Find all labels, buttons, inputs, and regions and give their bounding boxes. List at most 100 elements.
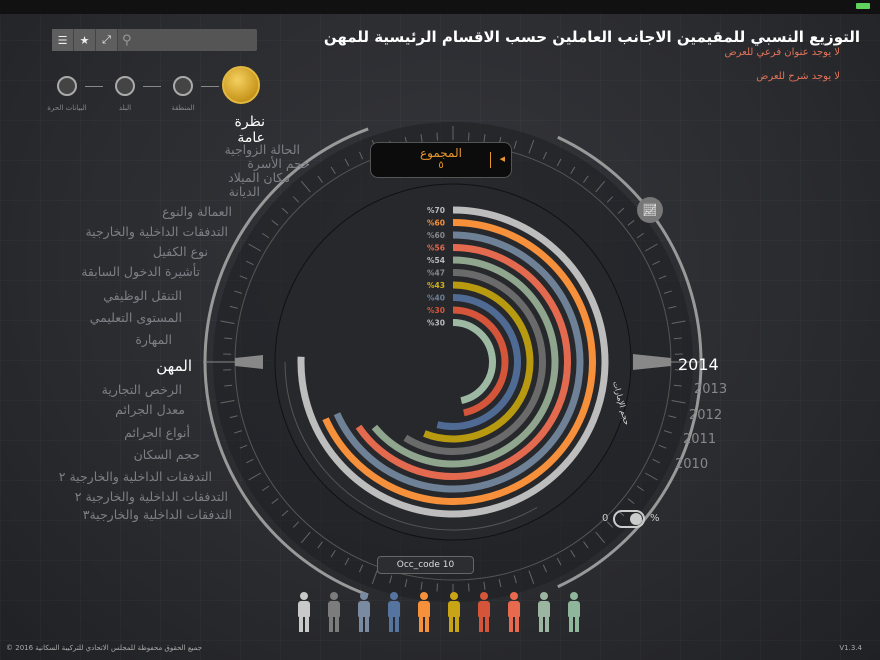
category-item[interactable]: المهن xyxy=(156,357,192,375)
tick xyxy=(271,220,279,226)
tick xyxy=(262,232,270,239)
occupation-person-icon[interactable] xyxy=(297,592,311,632)
breadcrumb-node-region[interactable] xyxy=(173,76,193,96)
legs xyxy=(419,616,429,632)
connector xyxy=(143,86,161,87)
head xyxy=(420,592,428,600)
tick xyxy=(344,557,350,566)
occupation-person-icon[interactable] xyxy=(417,592,431,632)
subtitle: لا يوجد عنوان فرعي للعرض xyxy=(724,47,840,58)
category-item[interactable]: الحالة الزواجية xyxy=(224,142,300,157)
body xyxy=(478,601,490,617)
occupation-person-icon[interactable] xyxy=(477,592,491,632)
breadcrumb: البيانات الحرة البلد المنطقة نظرة عامة xyxy=(47,66,265,146)
toggle-left-label: 0 xyxy=(602,513,609,524)
star-icon[interactable]: ★ xyxy=(74,29,96,51)
tick xyxy=(673,384,682,387)
tick xyxy=(570,550,576,558)
legs xyxy=(509,616,519,632)
tick xyxy=(220,400,235,404)
tick xyxy=(606,521,614,528)
category-item[interactable]: العمالة والنوع xyxy=(162,204,232,219)
occupation-person-icon[interactable] xyxy=(327,592,341,632)
tick xyxy=(239,275,248,280)
tick xyxy=(330,166,336,174)
category-item[interactable]: تأشيرة الدخول السابقة xyxy=(81,264,200,279)
caret-left-icon[interactable]: ◀ xyxy=(499,155,505,163)
legs xyxy=(389,616,399,632)
tick xyxy=(371,570,378,584)
category-item[interactable]: الرخص التجارية xyxy=(101,382,182,397)
category-item[interactable]: التدفقات الداخلية والخارجية٣ xyxy=(82,507,232,522)
battery-icon xyxy=(856,3,870,9)
tick xyxy=(262,485,270,492)
category-item[interactable]: حجم السكان xyxy=(133,447,200,462)
category-item[interactable]: المستوى التعليمي xyxy=(89,310,182,325)
year-item[interactable]: 2013 xyxy=(694,382,728,397)
legs xyxy=(329,616,339,632)
breadcrumb-label: البيانات الحرة xyxy=(47,104,87,112)
category-item[interactable]: الديانة xyxy=(228,184,260,199)
year-item[interactable]: 2012 xyxy=(689,408,723,423)
tick xyxy=(542,564,548,573)
head xyxy=(390,592,398,600)
category-item[interactable]: التدفقات الداخلية والخارجية ٢ xyxy=(58,469,212,484)
breadcrumb-node-free-data[interactable] xyxy=(57,76,77,96)
head xyxy=(330,592,338,600)
category-item[interactable]: أنواع الجرائم xyxy=(124,425,190,440)
category-item[interactable]: المهارة xyxy=(135,332,172,347)
tick xyxy=(627,498,635,504)
category-item[interactable]: نوع الكفيل xyxy=(152,244,208,259)
occupation-person-icon[interactable] xyxy=(357,592,371,632)
radial-bar xyxy=(436,294,521,430)
tick xyxy=(281,510,289,517)
radial-bar xyxy=(333,231,584,493)
category-item[interactable]: معدل الجرائم xyxy=(115,402,185,417)
occupation-person-icon[interactable] xyxy=(507,592,521,632)
tick xyxy=(483,581,486,590)
category-item[interactable]: التدفقات الداخلية والخارجية xyxy=(85,224,228,239)
occupation-person-icon[interactable] xyxy=(567,592,581,632)
tick xyxy=(292,521,300,528)
radial-bar xyxy=(371,256,559,468)
occupation-person-icon[interactable] xyxy=(447,592,461,632)
tick xyxy=(317,541,323,549)
tick xyxy=(358,151,364,160)
total-selector[interactable]: المجموع ٥ ◀ xyxy=(370,142,512,178)
percent-toggle[interactable] xyxy=(613,510,645,528)
category-item[interactable]: التنقل الوظيفي xyxy=(103,288,182,303)
tick xyxy=(224,337,233,340)
year-item[interactable]: 2011 xyxy=(683,432,717,447)
category-item[interactable]: مكان الميلاد xyxy=(228,170,290,185)
body xyxy=(298,601,310,617)
year-item[interactable]: 2014 xyxy=(678,355,719,374)
bar-label: %43 xyxy=(427,281,445,290)
globe-icon[interactable] xyxy=(222,66,260,104)
tick xyxy=(583,175,589,183)
connector xyxy=(85,86,103,87)
year-item[interactable]: 2010 xyxy=(675,457,709,472)
legs xyxy=(569,616,579,632)
menu-icon[interactable]: ☰ xyxy=(52,29,74,51)
tick xyxy=(281,207,289,214)
occupation-person-icon[interactable] xyxy=(537,592,551,632)
tick xyxy=(234,290,243,294)
category-item[interactable]: حجم الأسرة xyxy=(247,156,310,171)
category-item[interactable]: التدفقات الداخلية والخارجية ٢ xyxy=(74,489,228,504)
body xyxy=(418,601,430,617)
tick xyxy=(658,444,667,449)
body xyxy=(538,601,550,617)
occupation-person-icon[interactable] xyxy=(387,592,401,632)
search-input[interactable]: ⚲ xyxy=(118,29,257,51)
occupation-icons xyxy=(297,592,581,632)
expand-icon[interactable]: ⤢ xyxy=(96,29,118,51)
breadcrumb-node-country[interactable] xyxy=(115,76,135,96)
tick xyxy=(645,472,658,481)
tick xyxy=(595,531,606,544)
line-chart-icon[interactable]: 📈︎ xyxy=(637,197,663,223)
bar-label: %60 xyxy=(427,231,445,240)
tick xyxy=(498,579,502,588)
radial-bar xyxy=(297,206,609,518)
tick xyxy=(483,134,486,143)
